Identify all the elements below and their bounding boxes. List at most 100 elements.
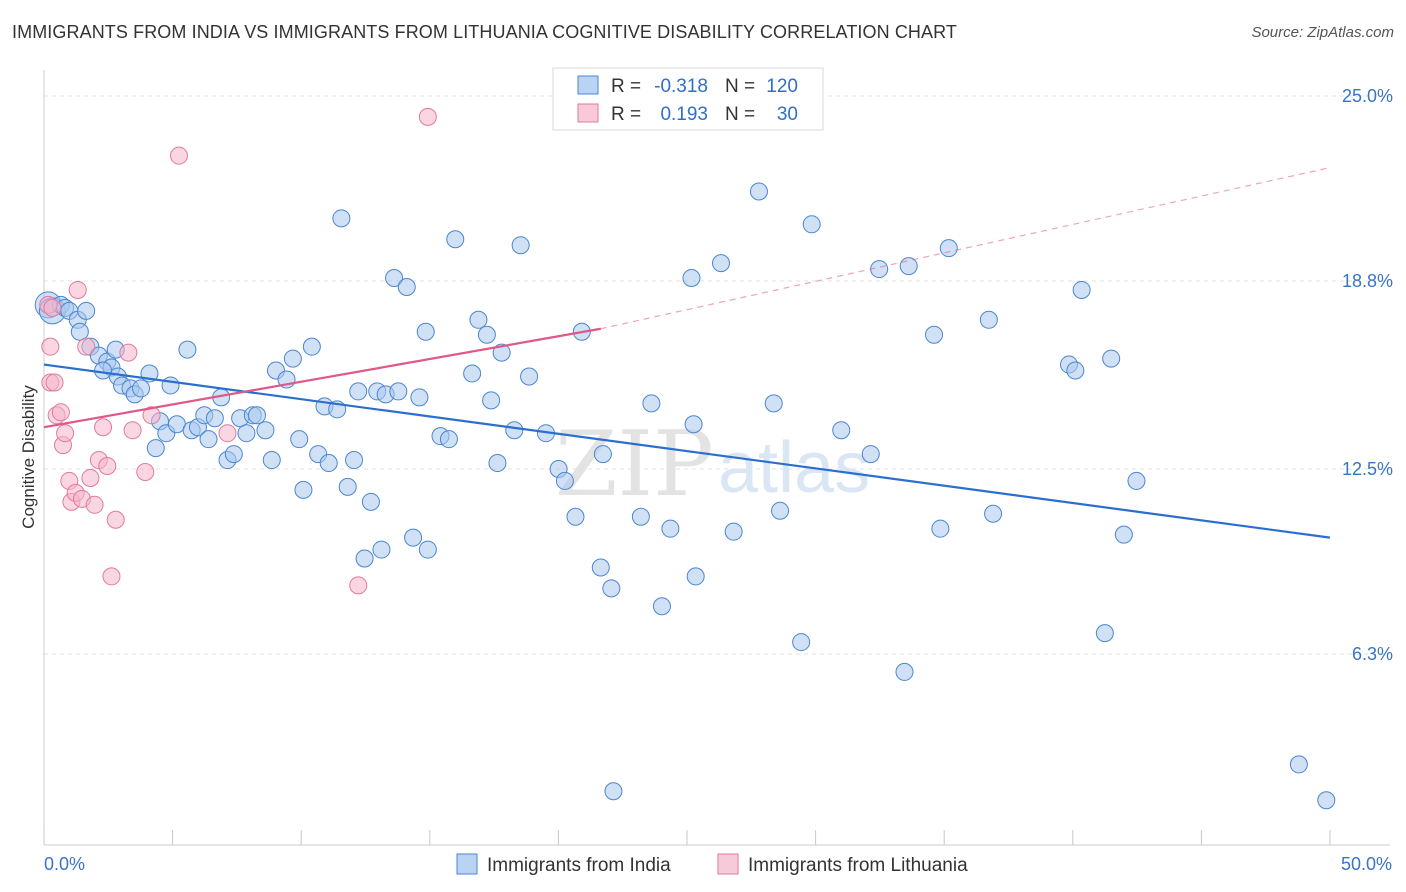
india-point (520, 367, 539, 386)
india-point (652, 597, 671, 616)
india-trend-line (43, 363, 1331, 539)
india-point (1127, 471, 1146, 490)
lithuania-r-value: 0.193 (660, 104, 708, 125)
india-point (418, 540, 437, 559)
india-point (477, 325, 496, 344)
india-point (224, 445, 243, 464)
y-tick-label: 25.0% (1342, 86, 1393, 106)
india-point (349, 382, 368, 401)
india-point (1289, 755, 1308, 774)
correlation-legend: R = -0.318 N = 120 R = 0.193 N = 30 (552, 67, 824, 131)
lithuania-point (81, 468, 100, 487)
india-point (345, 451, 364, 470)
lithuania-r-label: R = (611, 104, 641, 125)
lithuania-point (56, 424, 75, 443)
lithuania-point (41, 337, 60, 356)
lithuania-point (98, 457, 117, 476)
gridlines (44, 95, 1390, 655)
india-point (686, 567, 705, 586)
india-point (469, 310, 488, 329)
lithuania-n-value: 30 (777, 104, 798, 125)
india-point (1114, 525, 1133, 544)
india-bottom-label: Immigrants from India (487, 855, 671, 876)
y-tick-labels: 6.3% 12.5% 18.8% 25.0% (1342, 86, 1393, 664)
india-point (397, 277, 416, 296)
lithuania-legend-swatch (577, 103, 599, 123)
india-point (792, 633, 811, 652)
india-point (984, 504, 1003, 523)
lithuania-point (102, 567, 121, 586)
lithuania-point (349, 576, 368, 595)
y-axis-label: Cognitive Disability (19, 385, 38, 529)
india-bottom-swatch (456, 853, 478, 875)
lithuania-point (136, 462, 155, 481)
india-point (566, 507, 585, 526)
india-point (832, 421, 851, 440)
lithuania-point (68, 280, 87, 299)
india-point (332, 209, 351, 228)
lithuania-series-points (39, 107, 437, 595)
india-point (146, 439, 165, 458)
india-series-points (34, 182, 1336, 810)
india-point (178, 340, 197, 359)
india-point (290, 430, 309, 449)
india-point (555, 471, 574, 490)
india-point (94, 361, 113, 380)
lithuania-point (418, 107, 437, 126)
lithuania-point (123, 421, 142, 440)
india-point (256, 421, 275, 440)
india-point (283, 349, 302, 368)
india-point (248, 406, 267, 425)
india-point (712, 254, 731, 273)
india-point (602, 579, 621, 598)
chart-title: IMMIGRANTS FROM INDIA VS IMMIGRANTS FROM… (12, 22, 957, 42)
lithuania-point (43, 298, 62, 317)
india-point (294, 480, 313, 499)
lithuania-point (169, 146, 188, 165)
india-point (931, 519, 950, 538)
india-point (771, 501, 790, 520)
india-point (511, 236, 530, 255)
india-point (661, 519, 680, 538)
india-point (205, 409, 224, 428)
india-point (925, 325, 944, 344)
india-point (389, 382, 408, 401)
x-tick-marks (43, 830, 1331, 845)
x-tick-label-max: 50.0% (1341, 854, 1392, 874)
lithuania-point (85, 495, 104, 514)
india-point (319, 454, 338, 473)
india-legend-swatch (577, 75, 599, 95)
lithuania-trend-line (43, 327, 601, 429)
india-n-label: N = (725, 76, 755, 97)
india-point (404, 528, 423, 547)
lithuania-trend-line-extension (600, 167, 1331, 330)
lithuania-point (77, 337, 96, 356)
india-point (899, 257, 918, 276)
india-point (631, 507, 650, 526)
india-point (199, 430, 218, 449)
source-label: Source: ZipAtlas.com (1251, 24, 1394, 41)
india-point (237, 424, 256, 443)
india-point (861, 445, 880, 464)
india-point (488, 454, 507, 473)
india-point (482, 391, 501, 410)
india-point (1072, 280, 1091, 299)
lithuania-bottom-label: Immigrants from Lithuania (748, 855, 968, 876)
lithuania-n-label: N = (725, 104, 755, 125)
india-point (684, 415, 703, 434)
india-point (416, 322, 435, 341)
lithuania-point (94, 418, 113, 437)
india-point (591, 558, 610, 577)
india-point (505, 421, 524, 440)
india-point (1102, 349, 1121, 368)
india-point (463, 364, 482, 383)
x-tick-label-min: 0.0% (44, 854, 85, 874)
lithuania-point (218, 424, 237, 443)
india-point (682, 269, 701, 288)
india-n-value: 120 (766, 76, 798, 97)
india-point (77, 301, 96, 320)
india-r-value: -0.318 (654, 76, 708, 97)
india-point (593, 445, 612, 464)
india-r-label: R = (611, 76, 641, 97)
series-legend: Immigrants from India Immigrants from Li… (456, 853, 968, 876)
